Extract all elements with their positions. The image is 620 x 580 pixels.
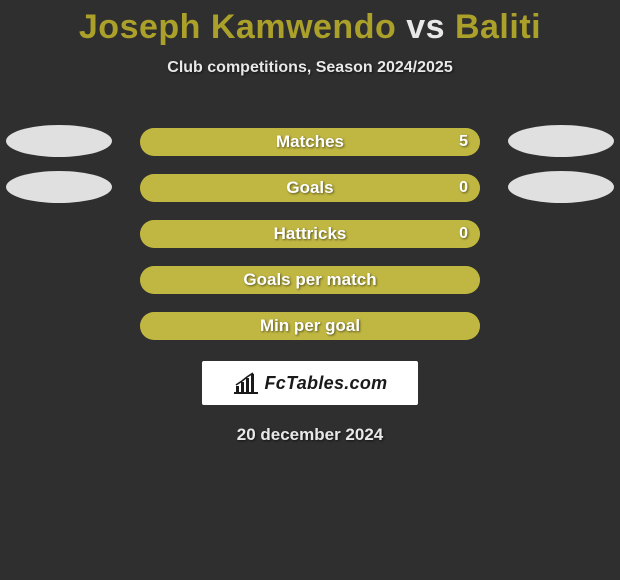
stat-bar: Hattricks0 [140, 220, 480, 248]
stat-row: Goals per match [0, 255, 620, 301]
title-player1: Joseph Kamwendo [79, 8, 396, 46]
stat-value: 0 [459, 220, 468, 248]
date-text: 20 december 2024 [0, 425, 620, 445]
right-value-ellipse [508, 171, 614, 203]
right-value-ellipse [508, 125, 614, 157]
stat-row: Hattricks0 [0, 209, 620, 255]
left-value-ellipse [6, 125, 112, 157]
logo-text: FcTables.com [265, 373, 388, 394]
stat-value: 5 [459, 128, 468, 156]
left-value-ellipse [6, 171, 112, 203]
stat-value: 0 [459, 174, 468, 202]
logo-badge: FcTables.com [202, 361, 418, 405]
stat-label: Min per goal [140, 312, 480, 340]
stat-bar: Matches5 [140, 128, 480, 156]
stat-bar: Goals0 [140, 174, 480, 202]
title-vs: vs [406, 8, 445, 46]
stat-row: Min per goal [0, 301, 620, 347]
stat-row: Matches5 [0, 117, 620, 163]
stat-label: Goals [140, 174, 480, 202]
stat-label: Goals per match [140, 266, 480, 294]
comparison-infographic: Joseph Kamwendo vs Baliti Club competiti… [0, 0, 620, 580]
title-player2: Baliti [455, 8, 541, 46]
stat-label: Hattricks [140, 220, 480, 248]
subtitle: Club competitions, Season 2024/2025 [0, 59, 620, 77]
stat-bar: Goals per match [140, 266, 480, 294]
chart-icon [233, 372, 259, 394]
stat-label: Matches [140, 128, 480, 156]
stats-chart: Matches5Goals0Hattricks0Goals per matchM… [0, 117, 620, 347]
stat-bar: Min per goal [140, 312, 480, 340]
page-title: Joseph Kamwendo vs Baliti [0, 0, 620, 47]
stat-row: Goals0 [0, 163, 620, 209]
